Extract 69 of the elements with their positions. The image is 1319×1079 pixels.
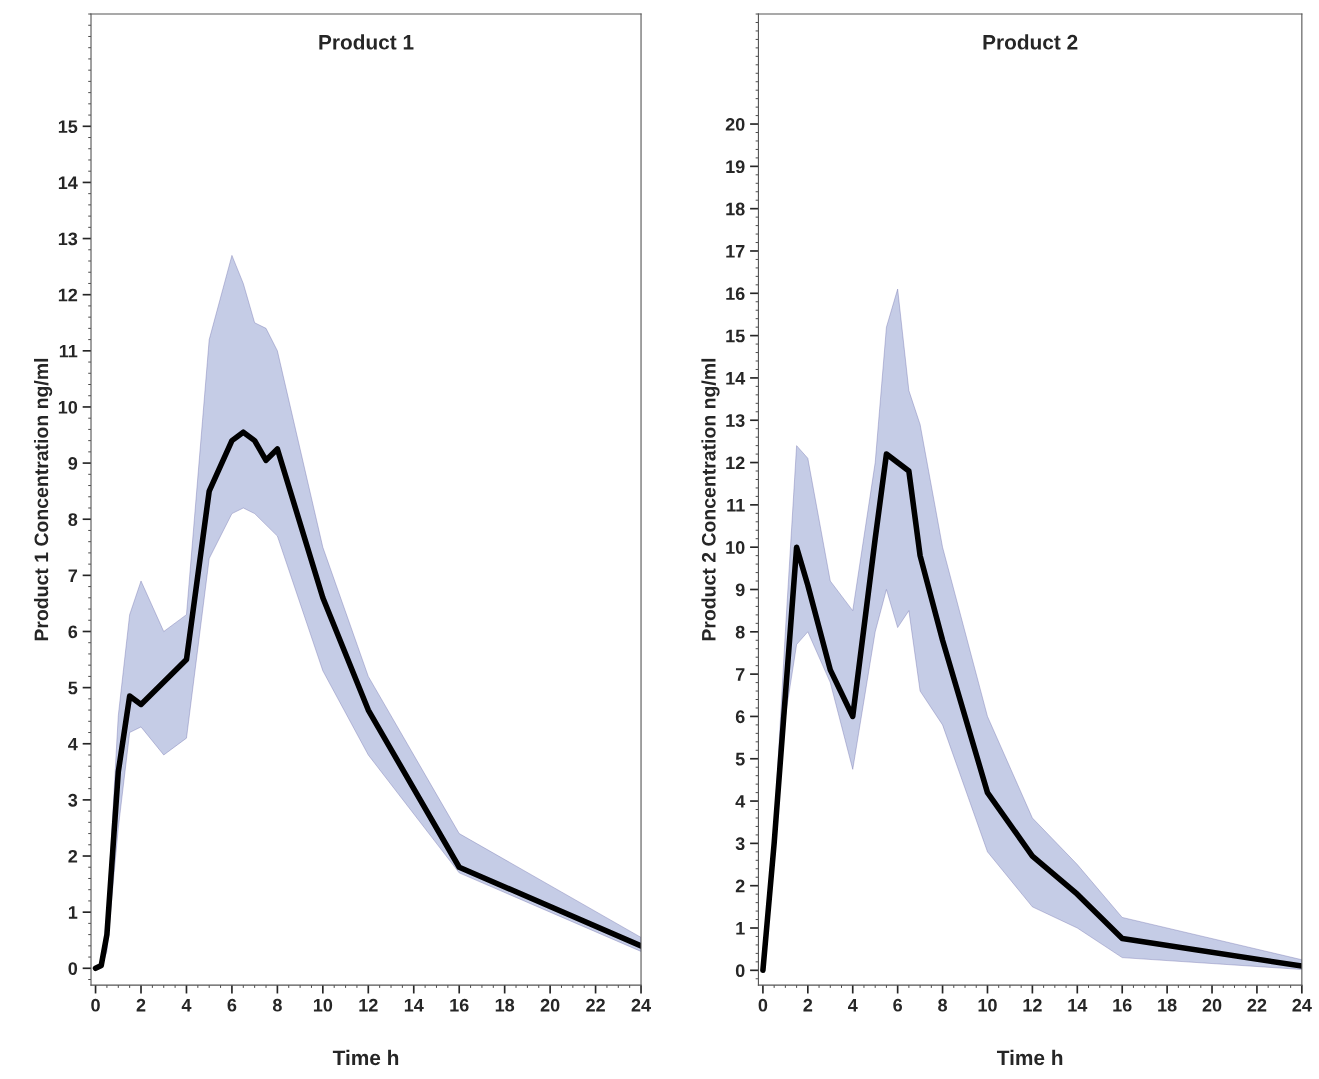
y-tick-label: 4: [68, 737, 78, 751]
y-tick-label: 3: [735, 837, 745, 851]
y-axis-title: Product 2 Concentration ng/ml: [701, 358, 720, 641]
x-tick-label: 14: [1068, 998, 1088, 1012]
x-tick-label: 18: [495, 998, 515, 1012]
y-tick-label: 6: [735, 710, 745, 724]
y-tick-label: 11: [59, 344, 78, 358]
y-tick-label: 14: [58, 176, 78, 189]
x-tick-label: 4: [181, 998, 192, 1012]
y-tick-label: 9: [68, 457, 78, 470]
x-tick-label: 10: [978, 998, 997, 1012]
y-tick-label: 8: [68, 513, 78, 526]
y-tick-label: 2: [68, 849, 78, 863]
y-tick-label: 20: [725, 117, 745, 131]
y-tick-label: 12: [58, 288, 78, 302]
x-tick-label: 10: [313, 998, 333, 1012]
y-tick-label: 11: [727, 498, 745, 512]
y-tick-label: 7: [735, 668, 745, 681]
x-tick-label: 16: [450, 998, 469, 1012]
x-tick-label: 22: [586, 998, 605, 1012]
x-tick-label: 8: [938, 998, 948, 1012]
x-axis-title: Time h: [996, 1049, 1063, 1066]
y-tick-label: 4: [735, 795, 746, 808]
y-tick-label: 14: [726, 372, 746, 385]
x-tick-label: 20: [1202, 998, 1222, 1012]
x-tick-label: 8: [272, 998, 282, 1012]
y-axis-title: Product 1 Concentration ng/ml: [33, 358, 53, 641]
text: Product 1: [319, 34, 414, 50]
x-tick-label: 12: [1023, 998, 1042, 1012]
y-tick-label: 13: [58, 232, 78, 246]
y-tick-label: 15: [58, 120, 78, 134]
x-tick-label: 16: [1113, 998, 1132, 1012]
y-tick-label: 15: [726, 329, 745, 343]
y-tick-label: 10: [58, 400, 78, 414]
y-tick-label: 7: [68, 569, 78, 582]
x-tick-label: 0: [91, 998, 100, 1012]
x-tick-label: 12: [359, 998, 378, 1012]
x-tick-label: 22: [1247, 998, 1267, 1012]
y-tick-label: 0: [68, 962, 78, 976]
x-tick-label: 14: [404, 998, 424, 1012]
x-tick-label: 24: [631, 998, 651, 1012]
y-tick-label: 3: [68, 793, 78, 807]
y-tick-label: 13: [726, 414, 745, 427]
text: Product 2: [983, 34, 1078, 50]
y-tick-label: 1: [736, 922, 745, 935]
y-tick-label: 12: [726, 456, 745, 470]
y-tick-label: 5: [68, 681, 78, 695]
y-tick-label: 10: [726, 541, 745, 554]
y-tick-label: 9: [735, 583, 745, 597]
x-tick-label: 20: [540, 998, 560, 1012]
x-tick-label: 4: [847, 998, 858, 1012]
y-tick-label: 0: [735, 964, 745, 978]
x-tick-label: 2: [136, 998, 146, 1012]
y-tick-label: 5: [735, 752, 745, 766]
y-tick-label: 6: [68, 625, 78, 639]
x-tick-label: 6: [893, 998, 903, 1012]
x-tick-label: 24: [1292, 998, 1312, 1012]
y-tick-label: 16: [726, 287, 745, 301]
x-tick-label: 0: [758, 998, 768, 1012]
x-tick-label: 6: [227, 998, 237, 1012]
x-axis-title: Time h: [332, 1049, 399, 1066]
y-tick-label: 1: [68, 906, 78, 919]
y-tick-label: 19: [726, 160, 745, 174]
x-tick-label: 2: [803, 998, 813, 1012]
y-tick-label: 17: [726, 245, 745, 258]
y-tick-label: 18: [726, 202, 745, 216]
x-tick-label: 18: [1158, 998, 1177, 1012]
y-tick-label: 2: [735, 879, 745, 893]
y-tick-label: 8: [735, 625, 745, 639]
